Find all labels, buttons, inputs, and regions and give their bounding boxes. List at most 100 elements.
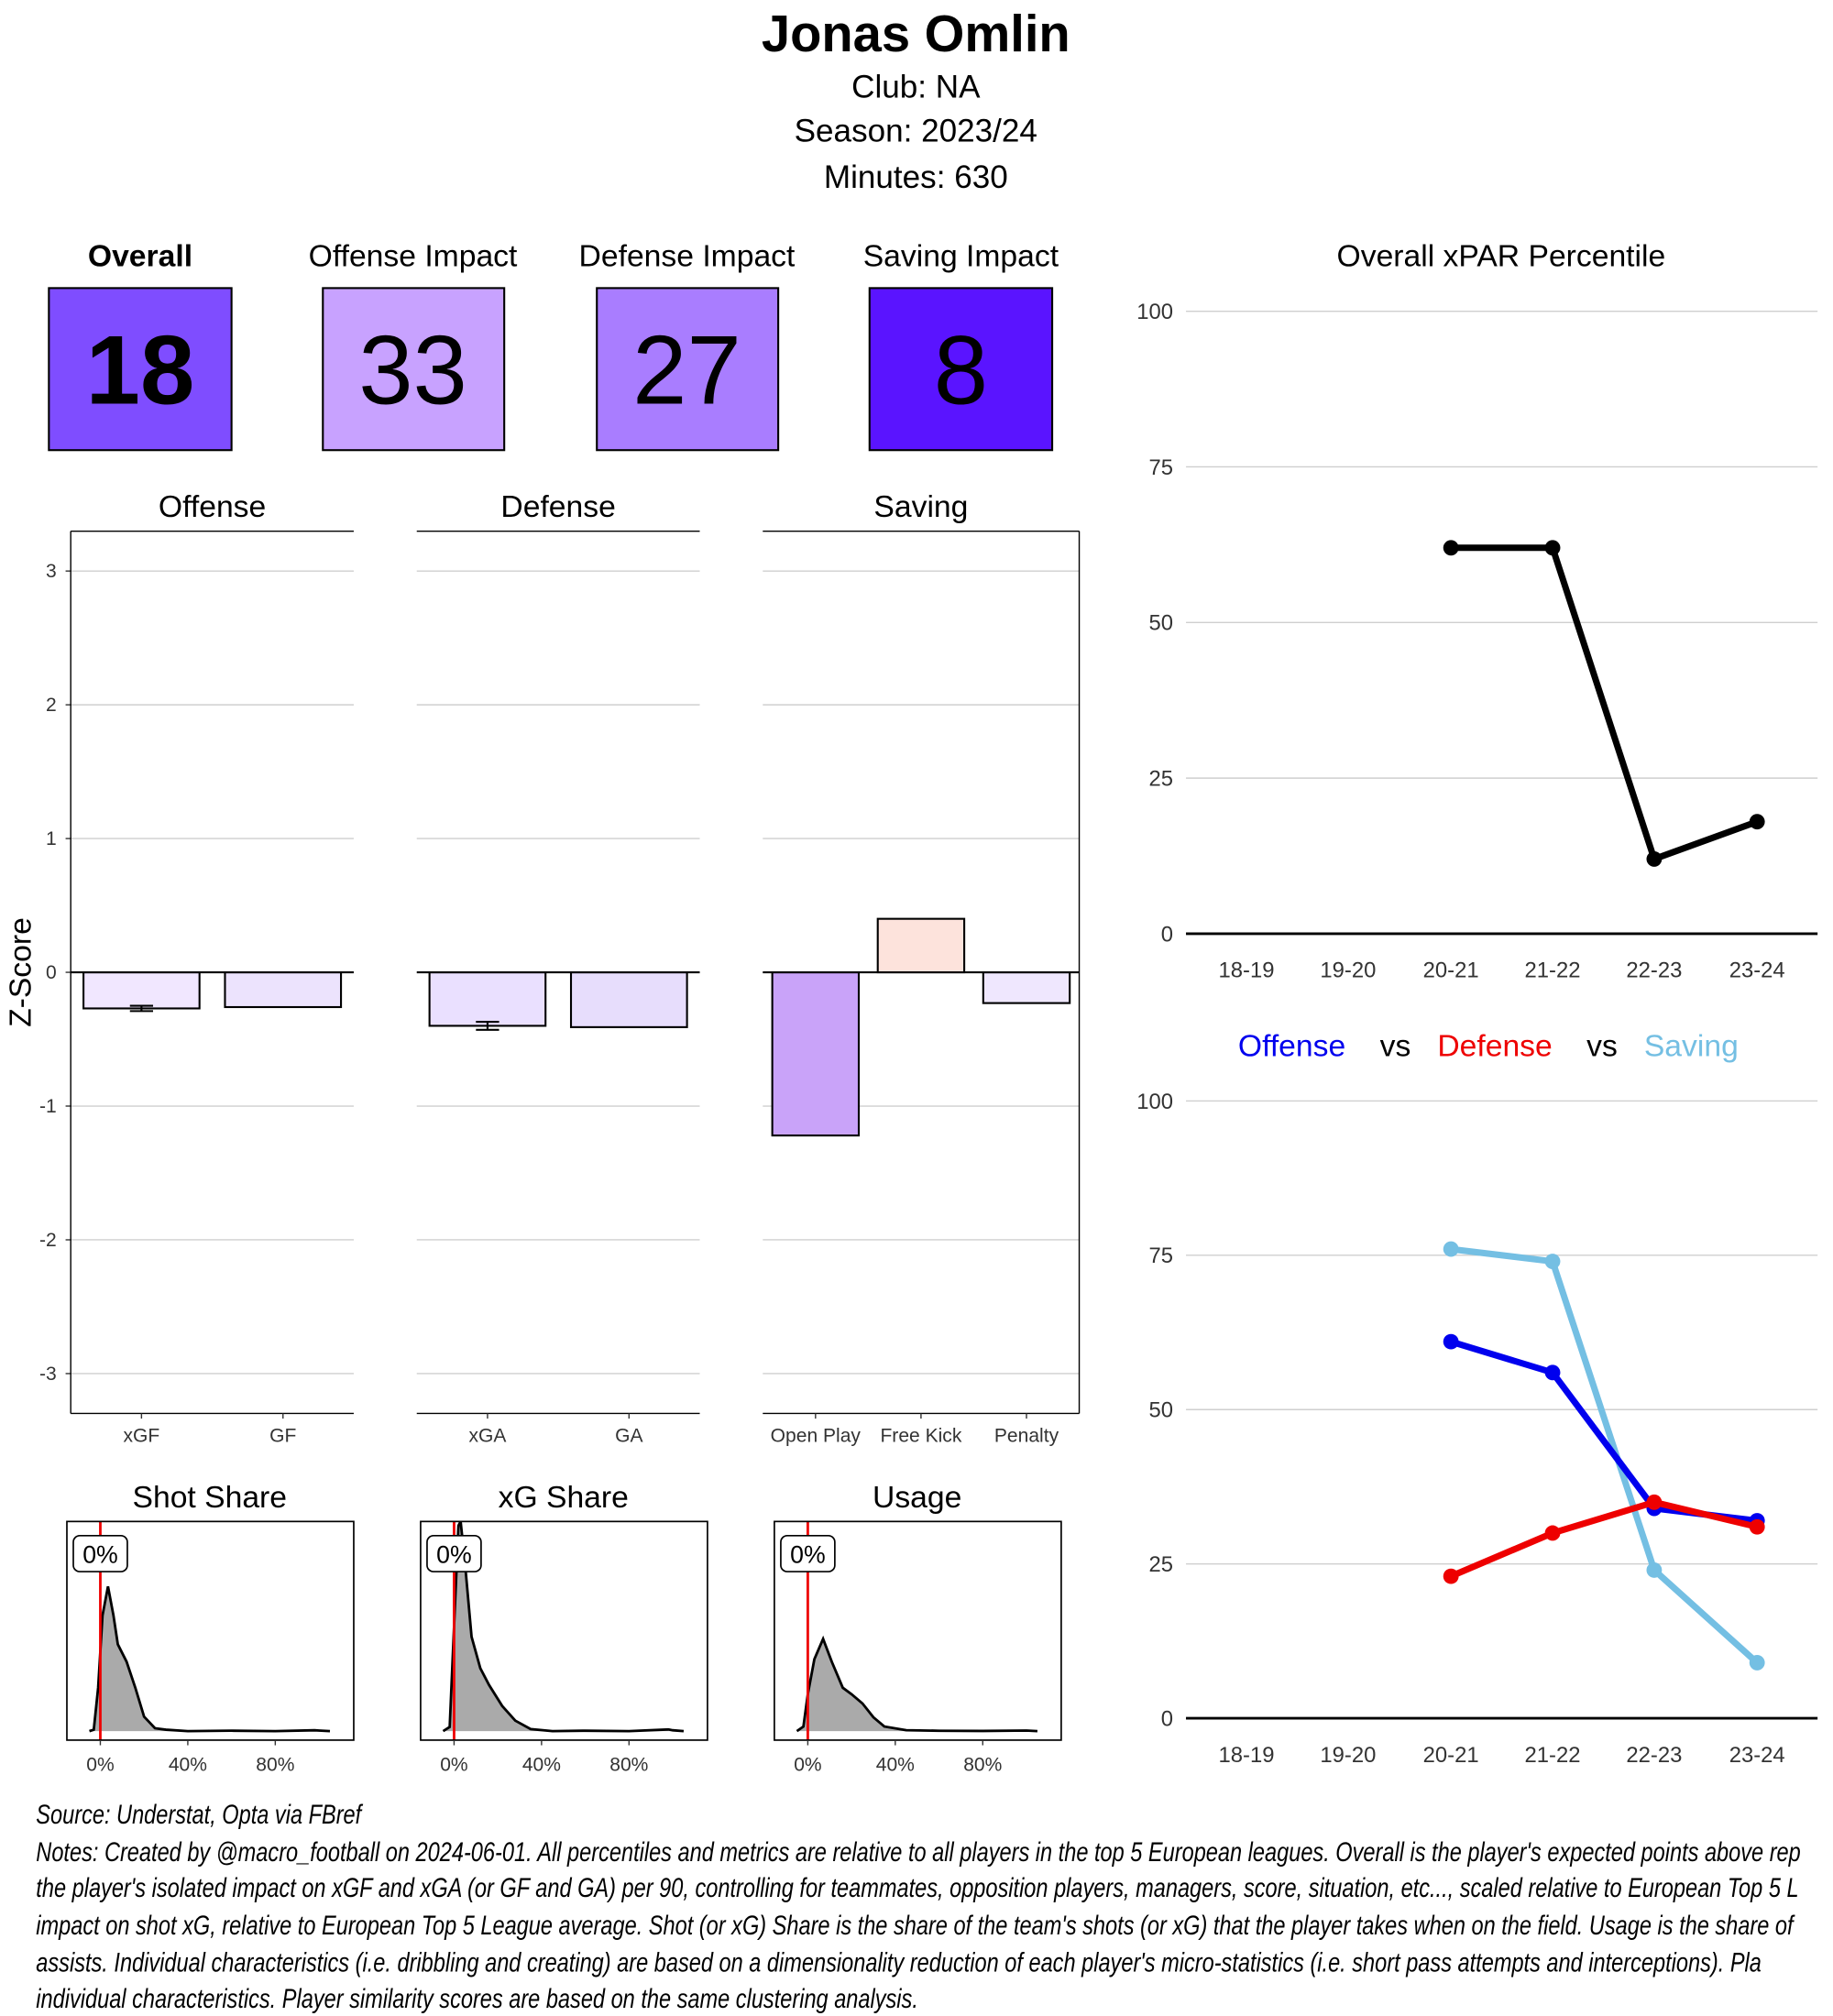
card-offense-impact: Offense Impact 33 — [309, 240, 518, 452]
density-title-usage: Usage — [873, 1481, 961, 1515]
card-label: Saving Impact — [863, 240, 1059, 274]
y-tick-label: 100 — [1136, 300, 1173, 324]
card-box — [48, 287, 233, 452]
x-tick-label: 21-22 — [1525, 959, 1581, 983]
facet-title-saving: Saving — [873, 490, 968, 524]
season-line: Season: 2023/24 — [795, 113, 1037, 148]
x-tick-label: 20-21 — [1423, 959, 1479, 983]
impact-cards: Overall 18 Offense Impact 33 Defense Imp… — [48, 240, 1059, 452]
density-panels: Shot Share xG Share Usage 0% 0% 40% 80% 0% 0%… — [66, 1481, 1062, 1776]
y-tick-label: 75 — [1148, 455, 1173, 480]
source-text: Source: Understat, Opta via FBref — [36, 1800, 363, 1830]
legend-defense: Defense — [1437, 1029, 1552, 1063]
point-saving — [1646, 1561, 1663, 1578]
legend-saving: Saving — [1644, 1029, 1739, 1063]
card-label: Defense Impact — [579, 240, 796, 274]
notes-line: individual characteristics. Player simil… — [36, 1983, 918, 2013]
y-tick-label: 25 — [1148, 1552, 1173, 1577]
x-tick-label: GF — [269, 1425, 296, 1446]
notes-line: assists. Individual characteristics (i.e… — [36, 1947, 1762, 1978]
card-box — [596, 287, 780, 452]
facet-title-defense: Defense — [500, 490, 615, 524]
y-tick-label: 0 — [1161, 922, 1173, 947]
x-tick-label: 20-21 — [1423, 1743, 1479, 1768]
card-box — [868, 287, 1054, 452]
card-overall: Overall 18 — [48, 240, 233, 452]
x-tick-label: 80% — [256, 1755, 294, 1776]
x-tick-label: 23-24 — [1729, 959, 1785, 983]
line-defense — [1449, 1498, 1759, 1580]
point-defense — [1646, 1494, 1663, 1510]
x-tick-label: 22-23 — [1626, 959, 1682, 983]
line-overall — [1451, 544, 1759, 862]
point-overall — [1443, 540, 1459, 556]
panel-border — [66, 1520, 355, 1741]
y-axis-label: Z-Score — [5, 917, 38, 1027]
point-overall — [1749, 814, 1765, 830]
x-tick-label: GA — [615, 1425, 642, 1446]
bar-gf — [224, 971, 343, 1009]
y-tick-label: 25 — [1148, 767, 1173, 792]
facet-title-offense: Offense — [159, 490, 266, 524]
player-value-label: 0% — [790, 1540, 826, 1568]
components-line-chart: Offense vs Defense vs Saving 100 75 50 25 0 1… — [1136, 1029, 1818, 1768]
x-tick-label: 80% — [963, 1755, 1002, 1776]
player-name: Jonas Omlin — [762, 5, 1070, 62]
x-tick-label: 40% — [169, 1755, 207, 1776]
panel-border — [420, 1520, 708, 1741]
bar-xga — [428, 970, 547, 1027]
point-saving — [1443, 1241, 1459, 1257]
y-tick-label: 0 — [46, 962, 57, 983]
player-value-label: 0% — [82, 1540, 118, 1568]
x-tick-label: 40% — [522, 1755, 561, 1776]
y-tick-label: 50 — [1148, 1398, 1173, 1423]
player-value-label-box — [426, 1534, 482, 1572]
y-tick-label: 50 — [1148, 611, 1173, 636]
x-tick-label: 23-24 — [1729, 1743, 1785, 1768]
point-offense — [1443, 1333, 1459, 1350]
card-value: 33 — [358, 315, 467, 425]
notes-line: Notes: Created by @macro_football on 202… — [36, 1836, 1800, 1867]
club-line: Club: NA — [851, 70, 981, 105]
header: Jonas Omlin Club: NA Season: 2023/24 Min… — [762, 5, 1070, 195]
card-label: Offense Impact — [309, 240, 518, 274]
point-overall — [1646, 851, 1663, 867]
legend-vs: vs — [1586, 1029, 1618, 1063]
x-tick-label: 0% — [440, 1755, 467, 1776]
bar-penalty — [982, 971, 1071, 1004]
footer: Source: Understat, Opta via FBref Notes:… — [36, 1800, 1800, 2014]
line-offense — [1450, 1338, 1758, 1524]
card-saving-impact: Saving Impact 8 — [863, 240, 1059, 452]
line-saving — [1450, 1245, 1760, 1666]
density-curve — [89, 1586, 331, 1733]
point-defense — [1544, 1525, 1561, 1541]
chart-title: Overall xPAR Percentile — [1337, 240, 1666, 274]
chart-title: Offense vs Defense vs Saving — [1238, 1029, 1739, 1063]
density-title-xg-share: xG Share — [499, 1481, 629, 1515]
overall-xpar-line-chart: Overall xPAR Percentile 100 75 50 25 0 18-19 1… — [1136, 240, 1818, 983]
card-value: 18 — [86, 315, 195, 425]
card-box — [322, 287, 506, 452]
x-tick-label: 40% — [876, 1755, 915, 1776]
y-tick-label: 2 — [46, 695, 57, 716]
x-tick-label: xGF — [124, 1425, 160, 1446]
zscore-bar-chart: Z-Score Offense Defense Saving 3 2 1 0 -1 -2 -… — [5, 490, 1081, 1446]
bar-ga — [569, 971, 688, 1028]
legend-vs: vs — [1380, 1029, 1411, 1063]
card-value: 8 — [934, 315, 988, 425]
density-area — [796, 1638, 1037, 1732]
x-tick-label: 22-23 — [1626, 1743, 1682, 1768]
x-tick-label: 19-20 — [1320, 1743, 1376, 1768]
y-tick-label: -3 — [39, 1364, 57, 1385]
y-tick-label: 100 — [1136, 1090, 1173, 1114]
point-defense — [1443, 1568, 1459, 1584]
bar-xgf — [82, 971, 201, 1010]
x-tick-label: Open Play — [771, 1425, 862, 1446]
card-defense-impact: Defense Impact 27 — [579, 240, 796, 452]
player-value-label: 0% — [436, 1540, 472, 1568]
notes-line: the player's isolated impact on xGF and … — [36, 1873, 1798, 1903]
x-tick-label: 18-19 — [1219, 959, 1275, 983]
player-value-label-box — [72, 1534, 128, 1572]
point-saving — [1749, 1655, 1765, 1671]
